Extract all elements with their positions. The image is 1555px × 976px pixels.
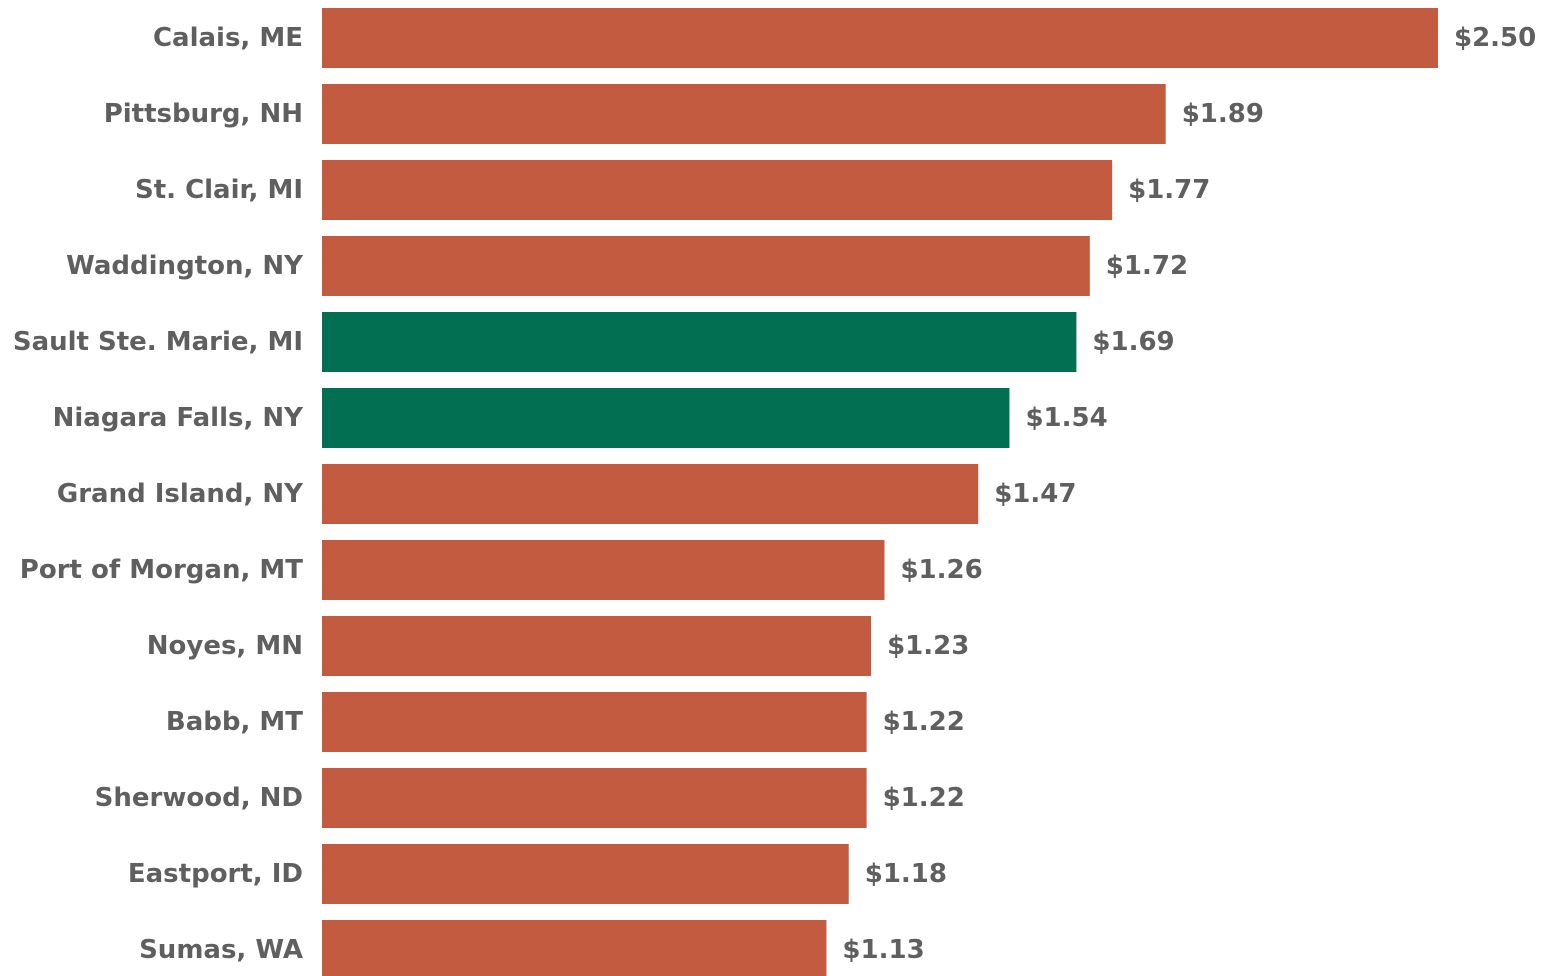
bar-3 — [322, 236, 1090, 296]
value-label: $1.89 — [1182, 99, 1264, 129]
value-label: $1.26 — [900, 555, 982, 585]
value-label: $1.54 — [1025, 403, 1107, 433]
bar-9 — [322, 692, 867, 752]
category-label: Grand Island, NY — [57, 479, 304, 509]
value-label: $1.72 — [1106, 251, 1188, 281]
value-label: $1.77 — [1128, 175, 1210, 205]
bar-0 — [322, 8, 1438, 68]
bar-4 — [322, 312, 1077, 372]
bar-12 — [322, 920, 827, 976]
category-label: Noyes, MN — [147, 631, 303, 661]
bar-2 — [322, 160, 1113, 220]
bar-11 — [322, 844, 849, 904]
category-label: Pittsburg, NH — [104, 99, 303, 129]
category-label: Port of Morgan, MT — [20, 555, 303, 585]
value-label: $1.22 — [883, 707, 965, 737]
value-label: $1.22 — [883, 783, 965, 813]
value-labels: $2.50 $1.89 $1.77 $1.72 $1.69 $1.54 $1.47 $1.26… — [842, 23, 1536, 965]
category-label: Waddington, NY — [66, 251, 304, 281]
bar-1 — [322, 84, 1166, 144]
bar-7 — [322, 540, 885, 600]
value-label: $1.18 — [865, 859, 947, 889]
category-label: Calais, ME — [153, 23, 303, 53]
value-label: $1.13 — [842, 935, 924, 965]
value-label: $1.69 — [1092, 327, 1174, 357]
category-label: Babb, MT — [166, 707, 303, 737]
category-label: Sherwood, ND — [95, 783, 303, 813]
category-label: St. Clair, MI — [135, 175, 303, 205]
bar-6 — [322, 464, 979, 524]
category-label: Sumas, WA — [139, 935, 303, 965]
value-label: $1.47 — [994, 479, 1076, 509]
bar-5 — [322, 388, 1010, 448]
value-label: $2.50 — [1454, 23, 1536, 53]
category-label: Niagara Falls, NY — [53, 403, 305, 433]
category-label: Eastport, ID — [128, 859, 303, 889]
category-label: Sault Ste. Marie, MI — [13, 327, 303, 357]
category-labels: Calais, ME Pittsburg, NH St. Clair, MI Wadd… — [13, 23, 304, 965]
value-label: $1.23 — [887, 631, 969, 661]
bars-group — [322, 8, 1438, 976]
bar-10 — [322, 768, 867, 828]
bar-8 — [322, 616, 872, 676]
